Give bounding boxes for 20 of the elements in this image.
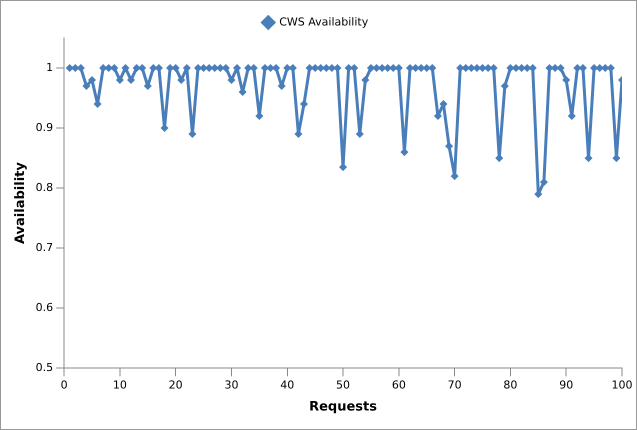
y-tick-label: 0.6	[36, 301, 54, 314]
x-tick-label: 80	[503, 378, 518, 392]
x-tick-label: 0	[60, 378, 68, 392]
y-tick-label: 0.8	[36, 180, 54, 194]
legend-label: CWS Availability	[279, 15, 369, 28]
x-tick-label: 20	[168, 378, 183, 392]
x-tick-label: 50	[336, 378, 350, 392]
x-axis-title: Requests	[309, 400, 378, 415]
x-tick-label: 100	[612, 378, 632, 392]
x-tick-label: 40	[280, 378, 294, 392]
y-tick-label: 0.7	[36, 240, 54, 254]
x-tick-label: 30	[224, 378, 238, 392]
x-tick-label: 70	[448, 378, 462, 392]
y-axis-title: Availability	[13, 162, 28, 244]
x-tick-label: 10	[112, 378, 127, 392]
y-tick-label: 0.9	[36, 120, 54, 134]
y-tick-label: 0.5	[36, 361, 54, 374]
y-tick-label: 1	[46, 60, 54, 74]
x-tick-label: 90	[559, 378, 574, 392]
x-tick-label: 60	[392, 378, 406, 392]
